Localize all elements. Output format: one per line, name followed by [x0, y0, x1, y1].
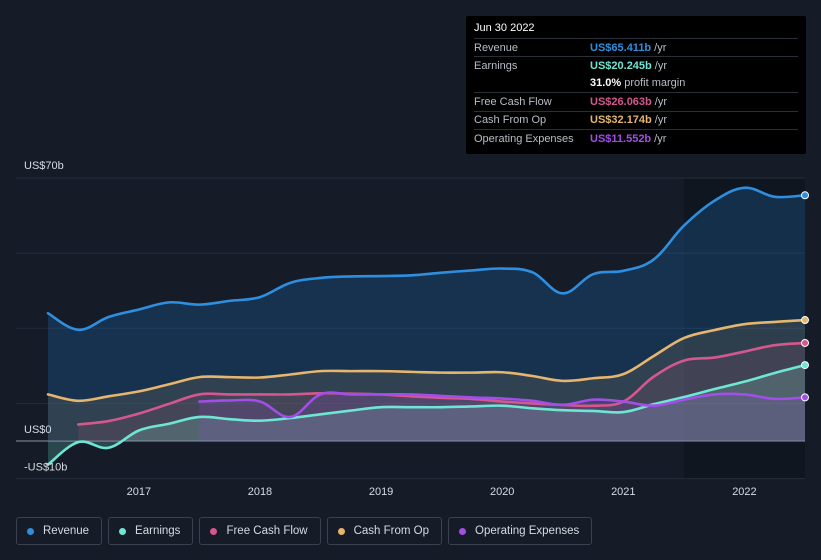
- x-tick-label: 2018: [248, 486, 272, 498]
- y-tick-label-bottom: -US$10b: [24, 462, 67, 474]
- gridlines: [16, 177, 805, 480]
- series-lines: [46, 186, 807, 466]
- y-tick-label-zero: US$0: [24, 424, 52, 436]
- tooltip-label: Cash From Op: [474, 114, 547, 127]
- x-axis-ticks: 2017 2018 2019 2020 2021 2022: [127, 486, 757, 498]
- tooltip-value: US$11.552b: [590, 132, 652, 145]
- tooltip-row-cash-from-op: Cash From Op US$32.174b /yr: [474, 110, 798, 129]
- tooltip-unit: /yr: [654, 41, 667, 54]
- x-tick-label: 2017: [127, 486, 151, 498]
- x-tick-label: 2019: [369, 486, 393, 498]
- tooltip-value: US$65.411b: [590, 41, 652, 54]
- line-free-cash-flow: [76, 341, 807, 426]
- legend-dot-icon: [27, 527, 34, 535]
- tooltip-label: Earnings: [474, 60, 518, 73]
- tooltip-value: US$20.245b: [590, 60, 652, 73]
- line-operating-expenses: [198, 391, 807, 419]
- legend-label: Operating Expenses: [475, 525, 580, 537]
- endpoint-cash-from-op: [801, 316, 809, 325]
- tooltip-unit: profit margin: [624, 77, 686, 90]
- tooltip-row-earnings: Earnings US$20.245b /yr: [474, 56, 798, 74]
- legend-item-earnings[interactable]: Earnings: [108, 517, 194, 545]
- y-tick-label-top: US$70b: [24, 160, 64, 172]
- legend-dot-icon: [119, 527, 127, 535]
- x-tick-label: 2021: [611, 486, 635, 498]
- legend-label: Revenue: [43, 525, 90, 537]
- data-tooltip: Jun 30 2022 Revenue US$65.411b /yr Earni…: [466, 16, 806, 154]
- legend-item-free-cash-flow[interactable]: Free Cash Flow: [199, 517, 321, 545]
- tooltip-row-profit-margin: 31.0% profit margin: [474, 75, 798, 92]
- legend-item-revenue[interactable]: Revenue: [16, 517, 103, 545]
- tooltip-unit: /yr: [654, 60, 667, 73]
- legend-dot-icon: [337, 527, 345, 535]
- endpoint-operating-expenses: [801, 393, 809, 402]
- area-cash-from-op: [48, 320, 805, 441]
- tooltip-row-revenue: Revenue US$65.411b /yr: [474, 38, 798, 56]
- legend-item-operating-expenses[interactable]: Operating Expenses: [448, 517, 593, 545]
- series-areas: [48, 187, 805, 465]
- legend-label: Cash From Op: [353, 525, 430, 537]
- endpoint-earnings: [801, 361, 809, 370]
- tooltip-label: Revenue: [474, 41, 519, 54]
- legend-label: Free Cash Flow: [226, 525, 308, 537]
- series-endpoints: [801, 191, 809, 402]
- area-earnings: [48, 365, 805, 465]
- endpoint-revenue: [801, 191, 809, 200]
- tooltip-unit: /yr: [654, 114, 667, 127]
- tooltip-unit: /yr: [654, 132, 667, 145]
- tooltip-label: Free Cash Flow: [474, 95, 552, 108]
- tooltip-date: Jun 30 2022: [474, 22, 535, 34]
- legend-item-cash-from-op[interactable]: Cash From Op: [326, 517, 443, 545]
- legend-label: Earnings: [135, 525, 181, 537]
- x-tick-label: 2020: [490, 486, 514, 498]
- legend-dot-icon: [210, 527, 218, 535]
- chart-legend: Revenue Earnings Free Cash Flow Cash Fro…: [16, 517, 593, 545]
- tooltip-value: US$26.063b: [590, 95, 652, 108]
- line-cash-from-op: [46, 318, 807, 403]
- endpoint-free-cash-flow: [801, 338, 809, 347]
- tooltip-row-operating-expenses: Operating Expenses US$11.552b /yr: [474, 128, 798, 147]
- tooltip-label: Operating Expenses: [474, 132, 574, 145]
- line-earnings: [46, 363, 807, 466]
- line-revenue: [46, 186, 807, 332]
- legend-dot-icon: [459, 527, 467, 535]
- x-tick-label: 2022: [732, 486, 756, 498]
- area-operating-expenses: [199, 392, 805, 441]
- tooltip-row-free-cash-flow: Free Cash Flow US$26.063b /yr: [474, 92, 798, 110]
- area-free-cash-flow: [78, 342, 805, 441]
- tooltip-value: US$32.174b: [590, 114, 652, 127]
- tooltip-unit: /yr: [654, 95, 667, 108]
- tooltip-value: 31.0%: [590, 77, 622, 90]
